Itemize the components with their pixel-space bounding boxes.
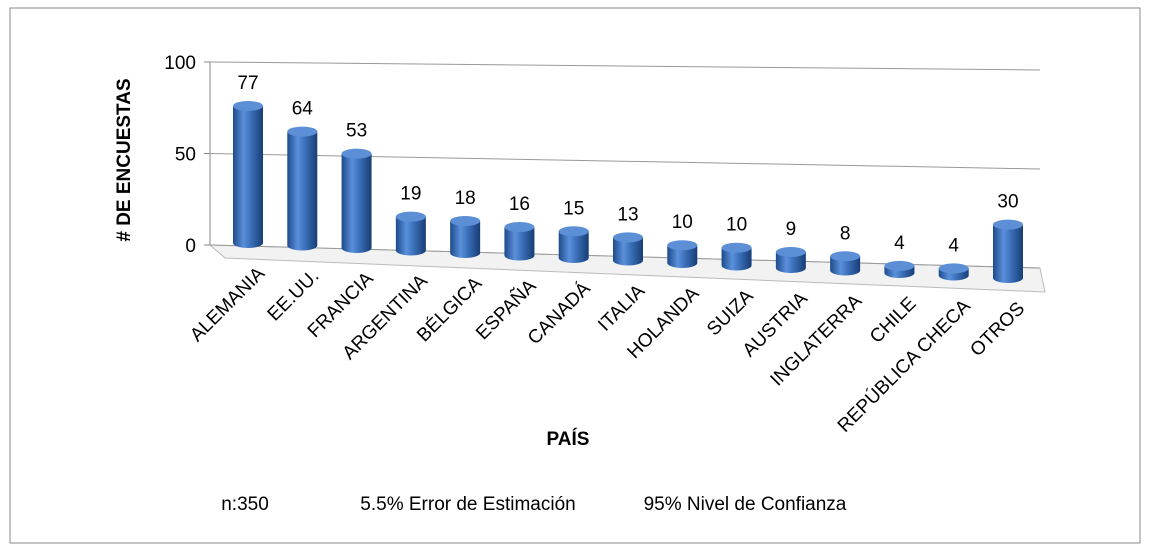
bar bbox=[667, 245, 698, 268]
value-label: 16 bbox=[509, 194, 530, 215]
y-axis-title: # DE ENCUESTAS bbox=[114, 78, 135, 241]
bar-top bbox=[233, 100, 263, 111]
bar bbox=[450, 220, 481, 258]
bar bbox=[613, 237, 643, 266]
value-label: 30 bbox=[997, 192, 1018, 213]
bar-top bbox=[558, 226, 589, 237]
bar-top bbox=[884, 260, 915, 271]
bar bbox=[993, 224, 1023, 283]
bar-top bbox=[993, 219, 1023, 230]
y-tick-label: 50 bbox=[175, 145, 196, 166]
value-label: 64 bbox=[292, 99, 314, 120]
bar-top bbox=[830, 251, 861, 262]
bar-top bbox=[613, 232, 643, 243]
value-label: 10 bbox=[672, 212, 693, 233]
bar-top bbox=[341, 148, 372, 159]
y-tick-label: 0 bbox=[185, 236, 196, 257]
bar-top bbox=[504, 222, 535, 233]
bar bbox=[341, 153, 372, 254]
bar-top bbox=[450, 215, 481, 226]
value-label: 19 bbox=[400, 184, 421, 205]
note: 95% Nivel de Confianza bbox=[644, 494, 847, 515]
bar-top bbox=[938, 263, 969, 274]
bar-top bbox=[395, 211, 426, 222]
value-label: 8 bbox=[840, 223, 851, 244]
bar-top bbox=[775, 246, 806, 257]
bar bbox=[830, 256, 861, 276]
note: 5.5% Error de Estimación bbox=[360, 494, 575, 515]
bar bbox=[287, 131, 318, 251]
bar bbox=[775, 251, 806, 273]
value-label: 15 bbox=[563, 198, 584, 219]
grid-line bbox=[209, 61, 1041, 71]
value-label: 4 bbox=[948, 235, 959, 256]
value-label: 53 bbox=[346, 121, 367, 142]
x-axis-title: PAÍS bbox=[547, 428, 590, 450]
value-label: 13 bbox=[617, 204, 638, 225]
value-label: 4 bbox=[894, 233, 905, 254]
note: n:350 bbox=[221, 494, 269, 515]
value-label: 9 bbox=[786, 219, 797, 240]
bar bbox=[558, 231, 589, 263]
bar bbox=[233, 105, 263, 248]
bar-top bbox=[721, 242, 752, 253]
value-label: 77 bbox=[237, 73, 258, 94]
value-label: 18 bbox=[455, 188, 476, 209]
value-label: 10 bbox=[726, 215, 747, 236]
bar-top bbox=[667, 240, 698, 251]
bar bbox=[395, 216, 426, 256]
bar-top bbox=[287, 126, 318, 137]
bar bbox=[504, 227, 535, 261]
y-tick-label: 100 bbox=[164, 53, 196, 74]
bar bbox=[721, 247, 752, 271]
